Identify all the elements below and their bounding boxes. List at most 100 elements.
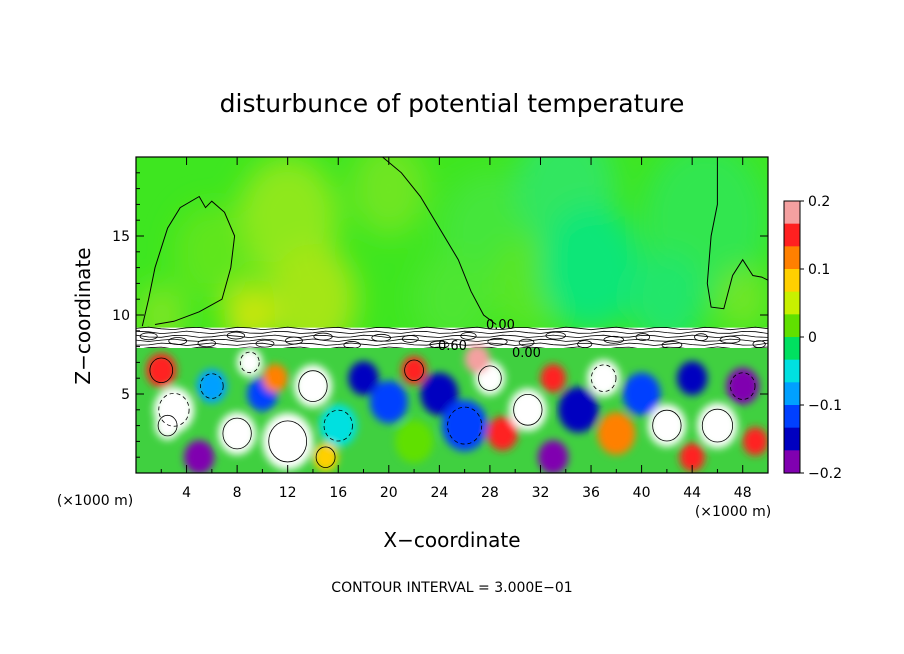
inversion-eddy bbox=[752, 340, 766, 349]
y-tick-label: 5 bbox=[121, 387, 130, 403]
field-cell bbox=[441, 400, 488, 452]
y-axis-label: Z−coordinate bbox=[71, 247, 95, 384]
field-cell bbox=[508, 388, 547, 432]
inversion-eddy bbox=[285, 336, 303, 345]
field-cell bbox=[319, 404, 358, 447]
colorbar bbox=[783, 200, 801, 474]
contour-line bbox=[141, 195, 236, 327]
x-axis-label: X−coordinate bbox=[383, 528, 520, 552]
contour-line bbox=[652, 409, 682, 442]
y-tick-label: 15 bbox=[112, 229, 130, 245]
inversion-eddy bbox=[139, 332, 158, 341]
field-cell bbox=[697, 402, 738, 449]
field-cell bbox=[369, 380, 408, 424]
x-tick-label: 48 bbox=[734, 485, 752, 501]
inversion-eddy bbox=[197, 339, 216, 348]
contour-line bbox=[157, 414, 178, 437]
field-cell bbox=[395, 420, 434, 463]
field-cell bbox=[464, 345, 490, 374]
inversion-eddy bbox=[603, 335, 625, 344]
field-cell bbox=[348, 361, 379, 396]
field-cell bbox=[350, 157, 427, 236]
inversion-eddy bbox=[518, 338, 535, 347]
field-cell bbox=[628, 251, 705, 347]
contour-line bbox=[404, 359, 424, 381]
contour-label: 0.00 bbox=[486, 318, 515, 333]
colorbar-swatch bbox=[784, 246, 800, 270]
colorbar-swatch bbox=[784, 291, 800, 315]
inversion-eddy bbox=[719, 335, 741, 344]
inversion-contour bbox=[136, 338, 768, 342]
contour-line bbox=[447, 406, 483, 445]
field-cell bbox=[742, 427, 768, 456]
x-tick-label: 44 bbox=[683, 485, 701, 501]
x-axis-ticks: 4 8 12 16 20 24 28 32 36 40 44 48 bbox=[160, 157, 752, 501]
colorbar-tick-label: −0.2 bbox=[808, 466, 842, 482]
colorbar-swatch bbox=[784, 314, 800, 338]
x-tick-label: 36 bbox=[582, 485, 600, 501]
contour-line bbox=[513, 393, 543, 426]
inversion-contour bbox=[136, 334, 768, 339]
contour-line bbox=[478, 365, 502, 391]
inversion-eddy bbox=[313, 332, 333, 341]
contour-line bbox=[315, 446, 336, 468]
field-cell bbox=[647, 404, 686, 447]
plot-area bbox=[136, 157, 768, 473]
colorbar-tick-label: 0.1 bbox=[808, 262, 830, 278]
colorbar-swatch bbox=[784, 382, 800, 406]
colorbar-swatch bbox=[784, 201, 800, 225]
contour-line bbox=[706, 157, 768, 310]
inversion-eddy bbox=[487, 337, 508, 346]
field-cell bbox=[726, 367, 760, 405]
field-cell bbox=[262, 363, 288, 393]
colorbar-tick-label: 0.2 bbox=[808, 194, 830, 210]
x-axis-unit-left: (×1000 m) bbox=[57, 493, 133, 509]
contour-line bbox=[590, 364, 617, 392]
chart-title: disturbunce of potential temperature bbox=[220, 89, 685, 118]
colorbar-ticks: 0.2 0.1 0 −0.1 −0.2 bbox=[800, 194, 842, 482]
colorbar-swatch bbox=[784, 405, 800, 429]
field-cell bbox=[262, 412, 313, 470]
inversion-eddy bbox=[635, 333, 651, 341]
colorbar-swatch bbox=[784, 450, 800, 474]
colorbar-swatch bbox=[784, 427, 800, 451]
field-cell bbox=[597, 412, 636, 455]
field-cell bbox=[173, 204, 250, 300]
field-cell bbox=[676, 361, 708, 396]
x-tick-label: 4 bbox=[182, 485, 191, 501]
contour-labels: 0.00 0.60 0.00 bbox=[438, 318, 541, 361]
y-axis-ticks: 5 10 15 bbox=[112, 172, 768, 458]
contour-line bbox=[239, 351, 260, 374]
field-cell bbox=[218, 412, 257, 455]
inversion-eddy bbox=[226, 331, 245, 340]
field-cell bbox=[679, 442, 705, 472]
inversion-eddy bbox=[694, 333, 708, 342]
contour-line bbox=[222, 417, 252, 450]
contour-line bbox=[298, 370, 328, 402]
field-cell bbox=[487, 416, 518, 451]
contour-line bbox=[149, 357, 174, 384]
contour-line bbox=[158, 392, 190, 427]
x-tick-label: 16 bbox=[329, 485, 347, 501]
colorbar-swatch bbox=[784, 337, 800, 361]
contour-line bbox=[382, 157, 497, 325]
inversion-eddy bbox=[168, 337, 188, 345]
x-tick-label: 24 bbox=[430, 485, 448, 501]
field-cell bbox=[558, 387, 599, 433]
upper-layer-field bbox=[136, 157, 768, 355]
lower-contours bbox=[149, 351, 756, 468]
inversion-eddy bbox=[371, 333, 392, 342]
inversion-eddy bbox=[545, 331, 566, 340]
colorbar-swatch bbox=[784, 223, 800, 247]
inversion-eddy bbox=[255, 339, 275, 348]
contour-line bbox=[268, 420, 308, 463]
contour-line bbox=[323, 409, 353, 442]
inversion-eddy bbox=[401, 335, 419, 343]
field-cell bbox=[420, 372, 459, 416]
field-cell bbox=[540, 363, 566, 393]
field-cell bbox=[196, 369, 228, 404]
x-tick-label: 40 bbox=[633, 485, 651, 501]
upper-contours bbox=[141, 157, 768, 327]
colorbar-swatch bbox=[784, 359, 800, 383]
